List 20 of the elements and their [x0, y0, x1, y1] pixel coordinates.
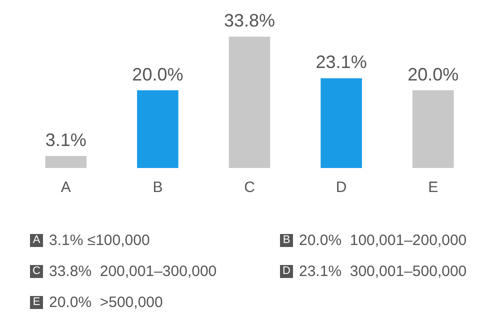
bar: [412, 90, 454, 168]
bar: [320, 78, 362, 168]
data-label: 33.8%: [224, 10, 276, 31]
text: A 3.1% ≤100,000: [32, 232, 150, 249]
bar: [45, 156, 87, 168]
text: E 20.0% >500,000: [32, 294, 163, 311]
x-tick-label: A: [60, 179, 71, 196]
bar: [228, 36, 270, 168]
data-label: 23.1%: [316, 52, 367, 72]
data-label: 20.0%: [408, 64, 459, 84]
x-tick-label: C: [244, 179, 256, 196]
text: D 23.1% 300,001–500,000: [282, 263, 467, 280]
x-tick-label: E: [428, 179, 438, 196]
bar: [137, 90, 178, 168]
x-tick-label: D: [336, 179, 347, 196]
data-label: 20.0%: [132, 64, 184, 84]
x-tick-label: B: [152, 179, 163, 196]
data-label: 3.1%: [45, 130, 86, 150]
text: B 20.0% 100,001–200,000: [282, 232, 467, 249]
text: C 33.8% 200,001–300,000: [32, 263, 217, 280]
